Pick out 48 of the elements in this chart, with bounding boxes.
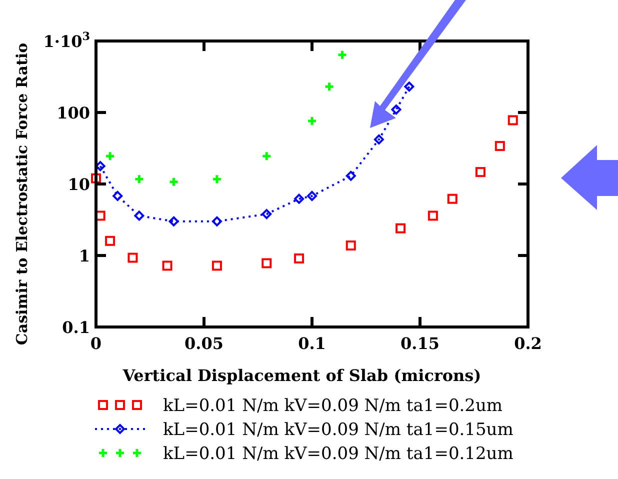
x-tick-label: 0.15 [400, 334, 440, 353]
point [134, 210, 144, 221]
point [262, 258, 272, 268]
point [212, 174, 222, 184]
point [324, 81, 335, 92]
point [104, 150, 116, 162]
y-tick-label: 0.1 [62, 318, 90, 337]
point [294, 194, 304, 204]
point [508, 115, 518, 126]
point [168, 216, 179, 226]
point [391, 104, 402, 115]
point [261, 150, 272, 162]
point [134, 174, 144, 184]
point [396, 223, 406, 234]
legend-label: kL=0.01 N/m kV=0.09 N/m ta1=0.12um [163, 444, 514, 464]
x-axis-title: Vertical Displacement of Slab (microns) [122, 366, 482, 385]
x-tick-label: 0.1 [298, 334, 326, 353]
legend-label: kL=0.01 N/m kV=0.09 N/m ta1=0.15um [163, 420, 514, 440]
point [105, 236, 116, 246]
point [475, 167, 486, 178]
y-tick-label: 1·10$^{3}$ [43, 29, 90, 51]
y-tick-label: 100 [56, 104, 90, 122]
point [162, 260, 172, 271]
point [212, 260, 222, 271]
point [336, 50, 348, 60]
point [262, 209, 272, 220]
legend-label: kL=0.01 N/m kV=0.09 N/m ta1=0.2um [163, 396, 503, 416]
point [346, 170, 356, 181]
point [128, 252, 138, 263]
y-axis-title: Casimir to Electrostatic Force Ratio [13, 42, 31, 346]
point [306, 116, 318, 126]
point [404, 82, 414, 92]
x-tick-label: 0 [90, 334, 102, 353]
point [91, 173, 101, 184]
point [307, 190, 317, 201]
point [428, 210, 438, 221]
y-tick-label: 1 [78, 246, 90, 266]
x-tick-label: 0.05 [184, 334, 224, 353]
y-tick-label: 10 [68, 175, 90, 194]
point [447, 194, 458, 204]
point [346, 240, 356, 250]
point [494, 141, 505, 151]
x-tick-label: 0.2 [514, 334, 542, 353]
point [374, 134, 384, 144]
point [212, 216, 222, 226]
point [168, 176, 180, 188]
point [112, 190, 123, 201]
point [294, 253, 304, 264]
